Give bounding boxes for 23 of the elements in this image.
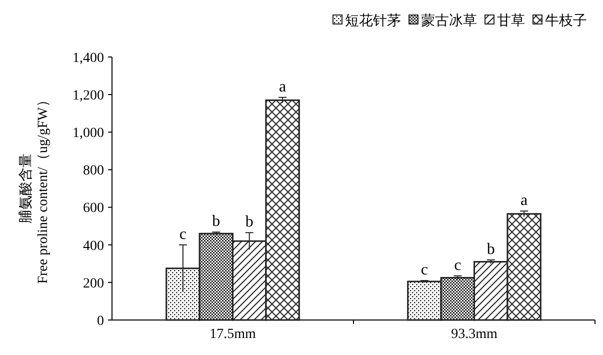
legend-label: 蒙古冰草 (421, 12, 477, 29)
x-tick-label: 17.5mm (210, 327, 256, 342)
annotation: c (179, 226, 186, 243)
y-tick-label: 1,000 (72, 126, 104, 142)
legend-label: 短花针茅 (345, 12, 401, 29)
annotation: b (212, 213, 220, 230)
y-axis-title: 脯氨酸含量 Free proline content/（ug/gFW） (18, 93, 51, 284)
y-tick-label: 1,400 (72, 50, 104, 66)
annotation: a (520, 192, 528, 210)
x-tick-label: 93.3mm (451, 327, 498, 342)
annotation: b (245, 214, 254, 231)
y-tick-label: 0 (97, 314, 104, 329)
annotation: b (486, 240, 495, 258)
legend-label: 甘草 (497, 12, 525, 29)
annotation: a (279, 78, 286, 96)
y-tick-label: 800 (83, 164, 104, 179)
y-tick-label: 600 (83, 201, 104, 216)
y-tick-label: 1,200 (72, 88, 104, 104)
annotation: c (420, 262, 428, 279)
y-tick-label: 400 (83, 238, 104, 254)
annotation: c (454, 256, 462, 274)
y-tick-label: 200 (83, 276, 104, 292)
legend-label: 牛枝子 (545, 12, 587, 29)
